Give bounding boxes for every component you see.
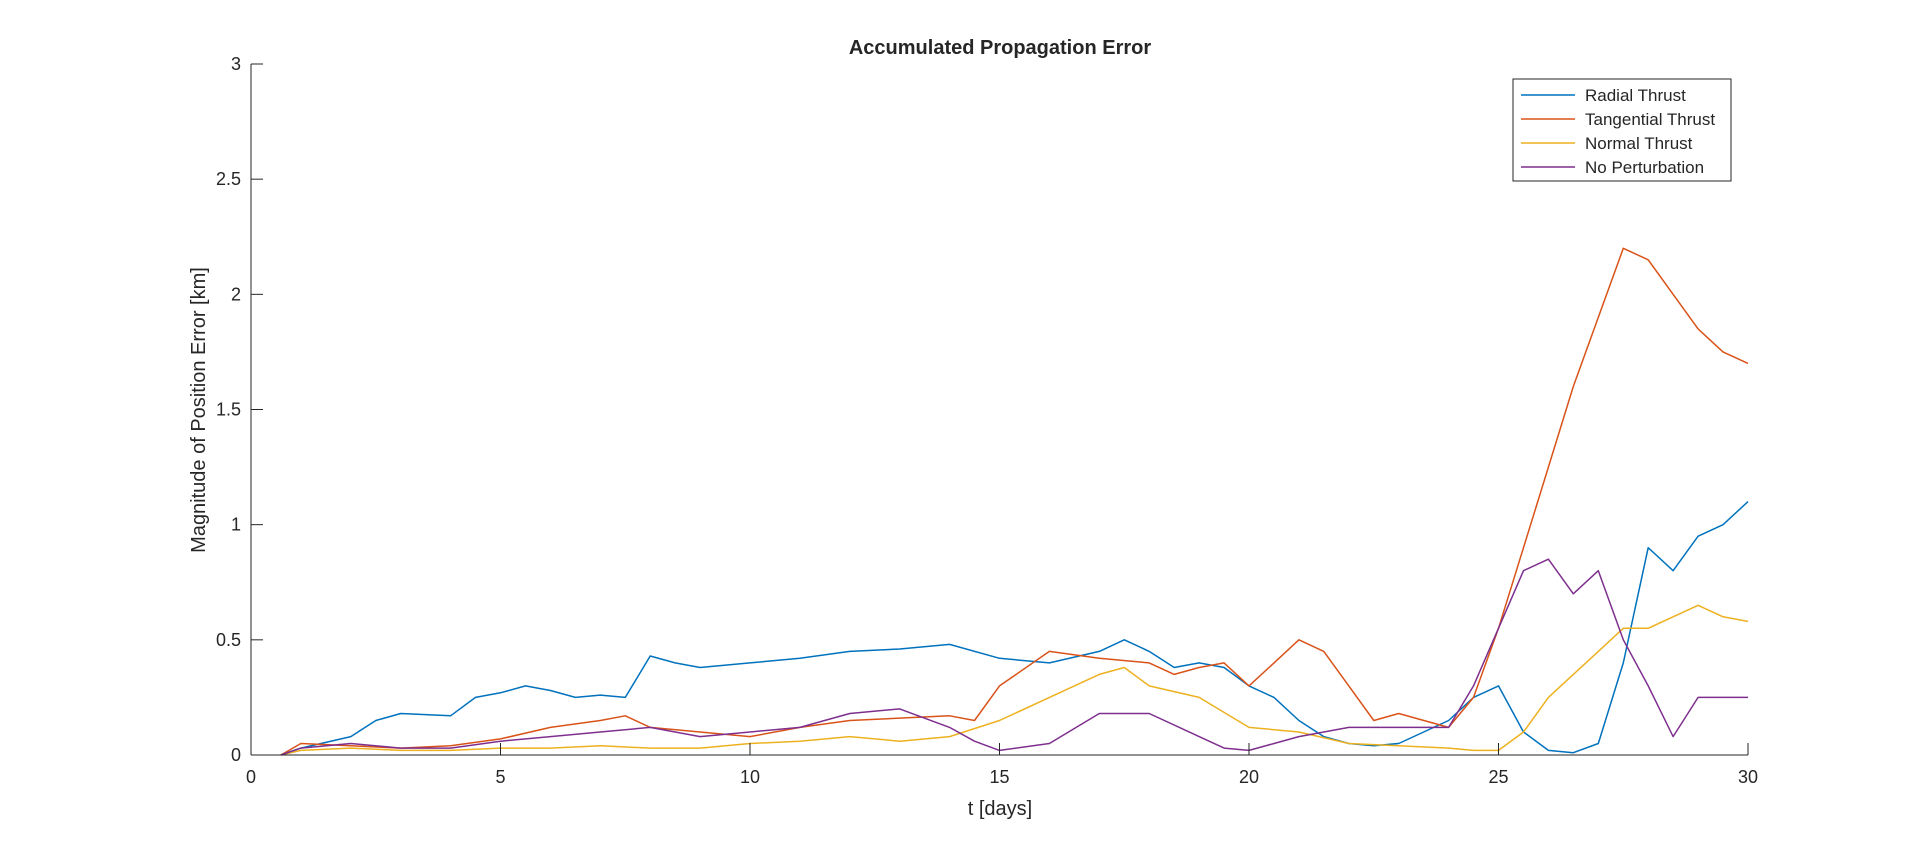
x-tick-label: 15	[989, 767, 1009, 787]
x-tick-label: 20	[1239, 767, 1259, 787]
y-axis-label: Magnitude of Position Error [km]	[188, 267, 210, 553]
series-line-no-perturbation	[280, 558, 1748, 756]
legend-label-no-perturbation: No Perturbation	[1585, 158, 1704, 177]
legend: Radial Thrust Tangential Thrust Normal Thr…	[1512, 78, 1732, 182]
y-tick-label: 1	[231, 515, 241, 535]
plot-series	[280, 247, 1749, 756]
x-axis-label: t [days]	[968, 798, 1032, 820]
chart-title: Accumulated Propagation Error	[849, 37, 1151, 59]
series-line-normal-thrust	[280, 604, 1749, 756]
series-line-radial-thrust	[280, 501, 1749, 756]
y-tick-label: 0	[231, 745, 241, 765]
x-tick-label: 10	[740, 767, 760, 787]
x-tick-label: 30	[1738, 767, 1758, 787]
axes: 0 5 10 15 20 25 30 0 0.5 1 1.5 2 2.5 3	[216, 54, 1758, 787]
legend-label-radial-thrust: Radial Thrust	[1585, 86, 1686, 105]
series-line-tangential-thrust	[280, 247, 1749, 756]
y-tick-label: 1.5	[216, 400, 241, 420]
y-tick-label: 2	[231, 284, 241, 304]
x-tick-label: 0	[246, 767, 256, 787]
legend-label-tangential-thrust: Tangential Thrust	[1585, 110, 1715, 129]
y-tick-label: 2.5	[216, 169, 241, 189]
x-tick-label: 25	[1488, 767, 1508, 787]
y-tick-label: 3	[231, 54, 241, 74]
legend-box	[1512, 78, 1732, 182]
legend-label-normal-thrust: Normal Thrust	[1585, 134, 1693, 153]
x-tick-label: 5	[495, 767, 505, 787]
y-tick-label: 0.5	[216, 630, 241, 650]
